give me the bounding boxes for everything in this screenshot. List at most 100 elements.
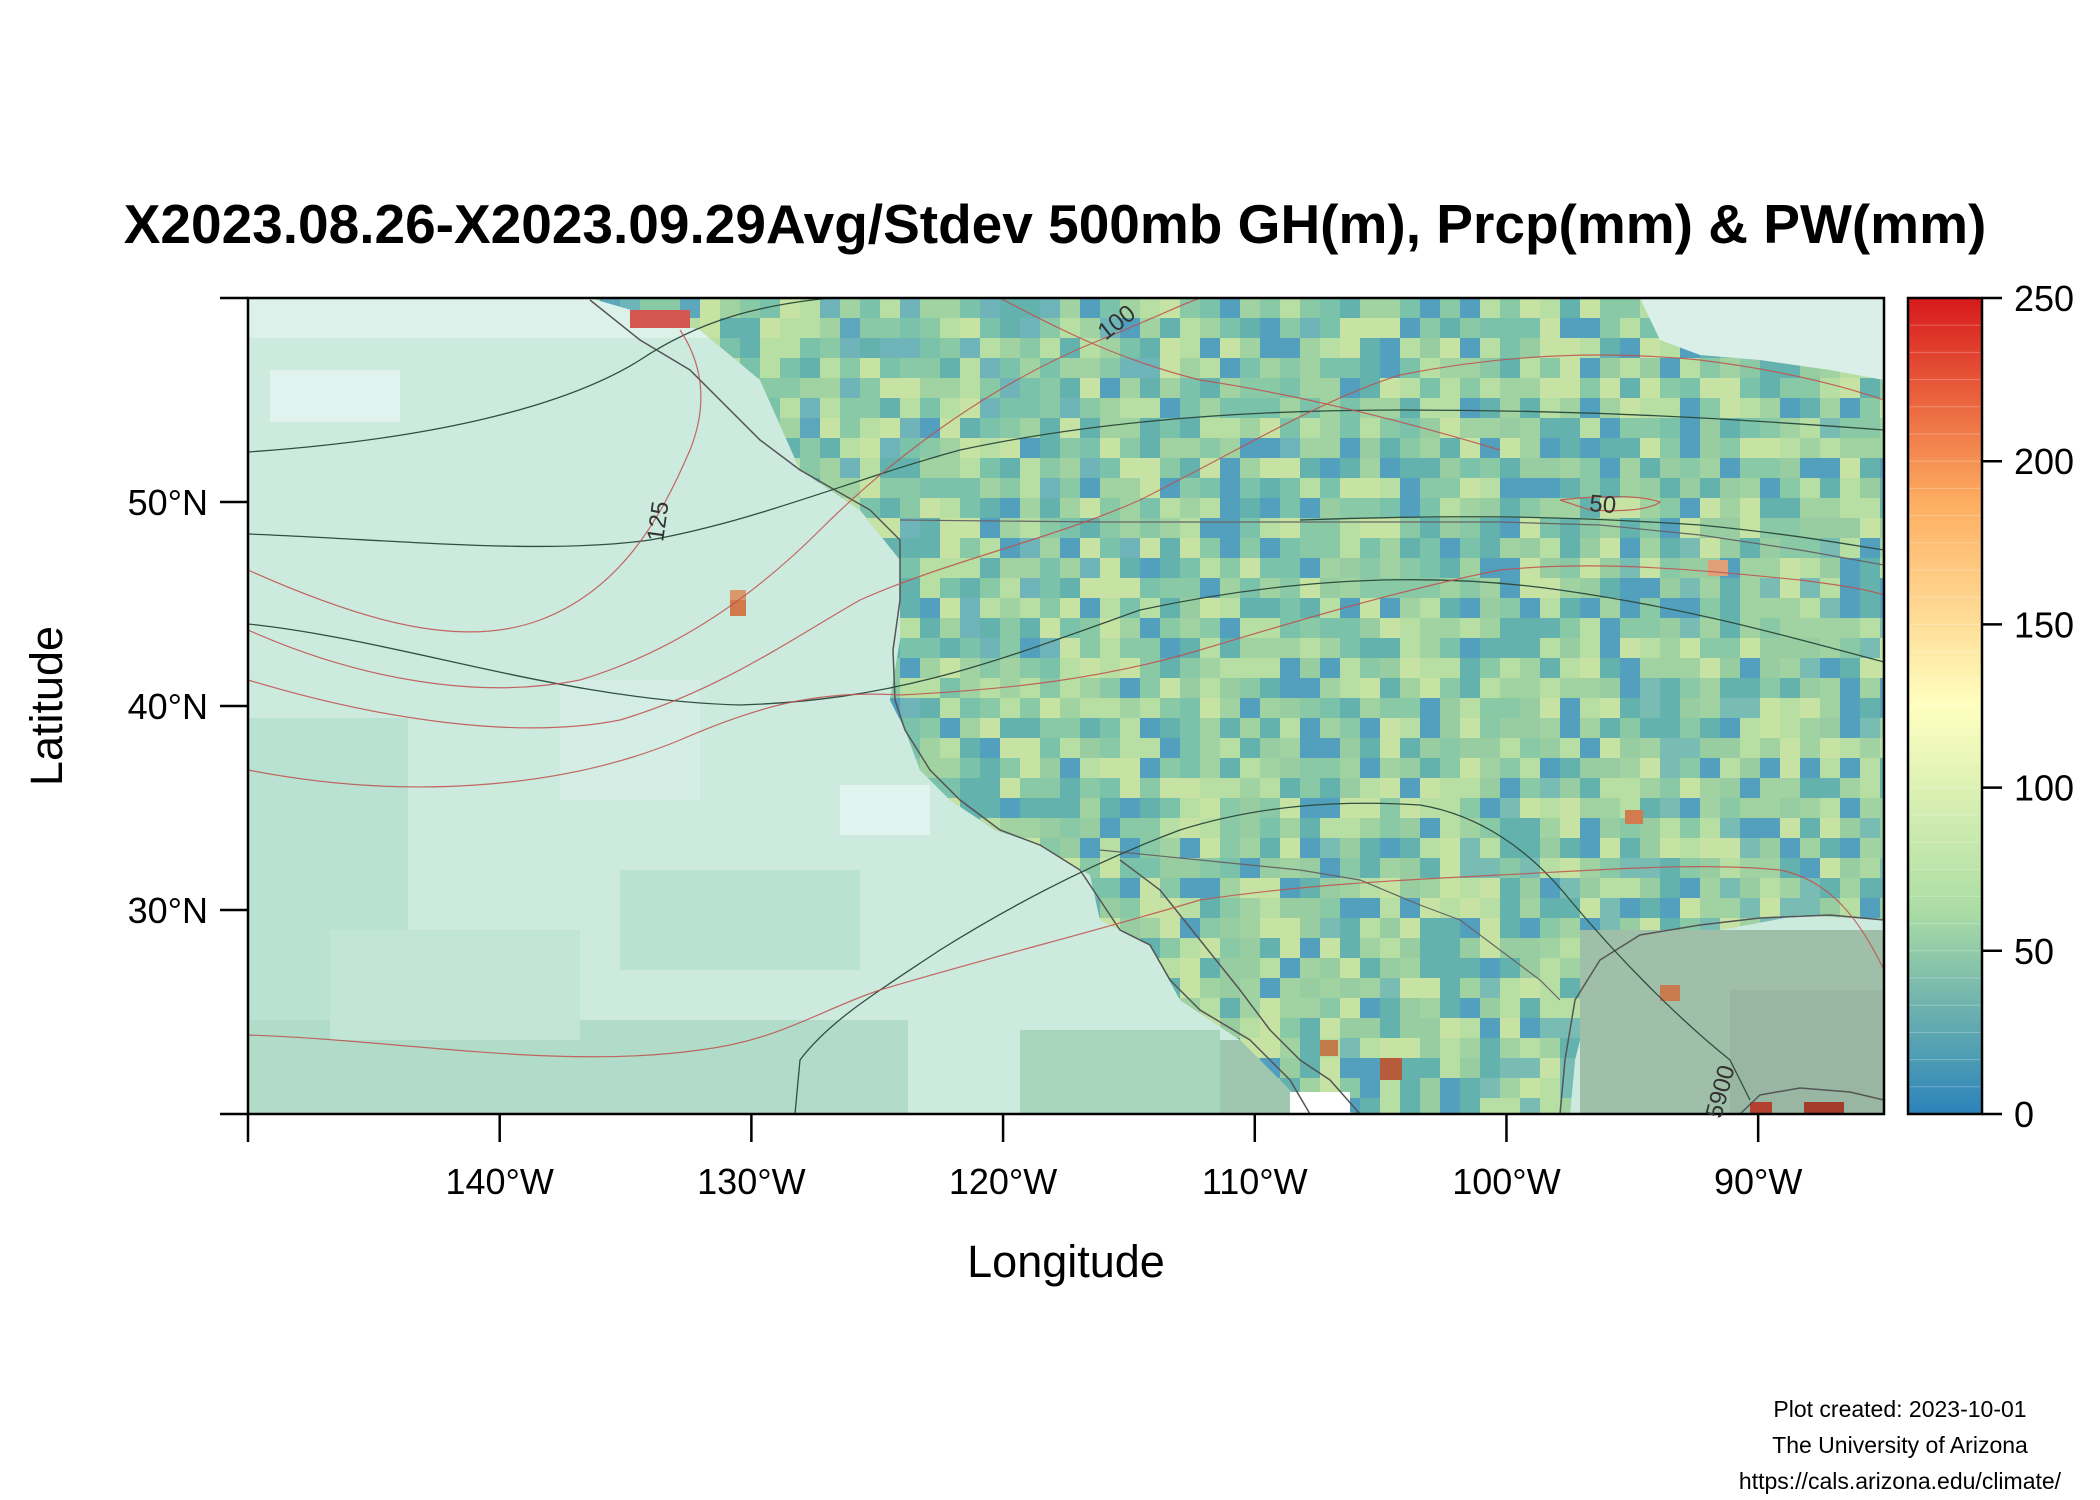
precip-cell [1540,1078,1560,1098]
precip-cell [1820,738,1840,758]
precip-cell [1240,558,1260,578]
precip-cell [1420,638,1440,658]
precip-cell [1560,518,1580,538]
precip-cell [1480,578,1500,598]
precip-cell [1160,318,1180,338]
precip-cell [1400,738,1420,758]
precip-cell [1420,658,1440,678]
precip-cell [1000,358,1020,378]
precip-cell [1680,638,1700,658]
precip-cell [1280,498,1300,518]
precip-cell [1240,338,1260,358]
precip-cell [1100,738,1120,758]
gh-contour [794,802,1751,1114]
precip-cell [1740,698,1760,718]
precip-cell [1460,518,1480,538]
precip-cell [1220,858,1240,878]
precip-cell [1840,598,1860,618]
precip-cell [1120,358,1140,378]
precip-cell [1140,798,1160,818]
precip-cell [1220,778,1240,798]
precip-cell [1360,418,1380,438]
precip-cell [1860,518,1880,538]
precip-cell [1200,978,1220,998]
precip-cell [1360,698,1380,718]
precip-cell [1420,338,1440,358]
precip-cell [1620,718,1640,738]
precip-cell [1660,378,1680,398]
precip-cell [1220,318,1240,338]
precip-cell [1720,498,1740,518]
precip-cell [1780,798,1800,818]
precip-cell [1120,898,1140,918]
precip-cell [1460,598,1480,618]
precip-cell [1640,358,1660,378]
precip-cell [900,538,920,558]
precip-cell [1660,838,1680,858]
precip-cell [1380,738,1400,758]
precip-cell [1560,1038,1580,1058]
precip-cell [1360,598,1380,618]
precip-cell [1220,718,1240,738]
precip-cell [1200,798,1220,818]
precip-cell [1040,598,1060,618]
precip-cell [1420,838,1440,858]
precip-cell [1800,378,1820,398]
precip-cell [1340,398,1360,418]
precip-cell [1540,318,1560,338]
precip-cell [980,498,1000,518]
precip-cell [1600,858,1620,878]
precip-cell [1080,318,1100,338]
precip-cell [1420,938,1440,958]
precip-cell [1660,418,1680,438]
precip-cell [1420,1018,1440,1038]
precip-cell [1540,398,1560,418]
precip-cell [900,698,920,718]
precip-cell [1400,878,1420,898]
precip-cell [1740,498,1760,518]
precip-cell [1080,298,1100,318]
precip-cell [1500,1078,1520,1098]
precip-cell [1120,638,1140,658]
precip-cell [1500,878,1520,898]
precip-cell [1160,798,1180,818]
precip-cell [1380,698,1400,718]
precip-cell [1740,458,1760,478]
precip-cell [1040,818,1060,838]
precip-cell [1820,398,1840,418]
precip-cell [940,478,960,498]
precip-cell [1240,698,1260,718]
precip-cell [1300,418,1320,438]
precip-cell [1440,698,1460,718]
precip-cell [920,718,940,738]
precip-cell [1880,378,1884,398]
precip-cell [1720,598,1740,618]
precip-cell [1680,898,1700,918]
precip-cell [1660,638,1680,658]
precip-cell [1100,458,1120,478]
precip-cell [1780,858,1800,878]
precip-cell [1540,298,1560,318]
precip-cell [1820,898,1840,918]
precip-cell [1580,718,1600,738]
precip-cell [1300,918,1320,938]
precip-cell [900,298,920,318]
precip-cell [920,378,940,398]
precip-cell [1620,598,1640,618]
precip-cell [1420,558,1440,578]
precip-cell [1780,398,1800,418]
precip-cell [1620,758,1640,778]
precip-cell [1860,638,1880,658]
precip-cell [1220,738,1240,758]
precip-cell [1180,938,1200,958]
precip-cell [1760,798,1780,818]
precip-cell [1080,738,1100,758]
precip-cell [1860,778,1880,798]
precip-cell [1520,318,1540,338]
precip-cell [1780,438,1800,458]
precip-cell [1320,698,1340,718]
gh-contours [248,298,1884,1114]
precip-cell [1240,318,1260,338]
precip-cell [1680,678,1700,698]
precip-cell [1440,398,1460,418]
